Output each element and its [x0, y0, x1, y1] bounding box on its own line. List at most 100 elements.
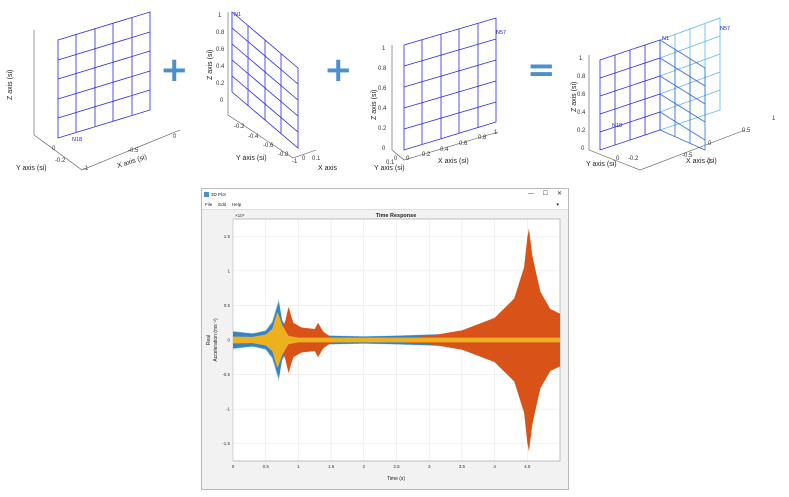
chart-title: Time Response	[376, 213, 417, 219]
y-tick-label: 1.5	[224, 234, 231, 239]
y-exponent: ×10⁴	[235, 213, 245, 218]
x-tick-label: 1.5	[328, 464, 335, 469]
ztick: 0	[382, 146, 386, 152]
chart-area: 0 0.5 1 1.5 2 2.5 3 3.5 4 4.5 1.5 1 0.5 0 -0.5 -1 -1.5 T…	[202, 209, 568, 494]
y-axis-label-line2: Acceleration (ms⁻²)	[213, 318, 219, 362]
menu-bar: File Edit Help ▾	[202, 200, 568, 210]
plot-window: 3D Plot — ☐ ✕ File Edit Help ▾ 0 0.5 1 1.5 2…	[201, 188, 569, 490]
ztick: 0.8	[378, 66, 387, 72]
ytick: -0.6	[263, 143, 274, 149]
x-tick-label: 1	[297, 464, 300, 469]
xtick: 0	[302, 156, 306, 162]
xtick: 0.8	[478, 135, 487, 141]
ytick: -0.8	[278, 152, 289, 158]
ztick: 0.6	[216, 47, 225, 53]
xtick: 1	[494, 130, 498, 136]
x-tick-label: 2.5	[393, 464, 400, 469]
x-tick-label: 2	[363, 464, 366, 469]
ytick: -0.2	[628, 156, 639, 162]
plot3d-panel-4: Z axis (si) Y axis (si) X axis (si) 1 0.…	[560, 0, 789, 185]
zlabel: Z axis (si)	[7, 70, 14, 100]
xtick: -0.5	[128, 148, 139, 154]
ztick: 0	[220, 98, 224, 104]
node-label: N1	[662, 36, 669, 42]
ytick: 0.1	[386, 160, 395, 166]
ytick: 0	[616, 156, 620, 162]
window-title: 3D Plot	[211, 192, 226, 197]
series-3-band	[233, 312, 560, 368]
x-tick-label: 0	[232, 464, 235, 469]
plot3d-2-svg: Z axis (si) Y axis (si) X axis 1 0.8 0.6…	[207, 11, 338, 172]
xlabel: X axis (si)	[686, 158, 717, 165]
xtick: 0	[173, 134, 177, 140]
xlabel: X axis (si)	[116, 154, 147, 170]
menu-file[interactable]: File	[205, 202, 213, 207]
mesh-grid	[403, 17, 497, 151]
toolbar-toggle-icon[interactable]: ▾	[556, 201, 559, 208]
ztick: 0.4	[216, 64, 225, 70]
ztick: 0	[581, 146, 585, 152]
menu-help[interactable]: Help	[232, 202, 242, 207]
ztick: 0.4	[577, 110, 586, 116]
maximize-button[interactable]: ☐	[542, 191, 548, 197]
x-axis-label: Time (s)	[387, 476, 405, 482]
xlabel: X axis	[318, 165, 338, 172]
plus-operator-2: +	[324, 50, 353, 90]
xtick: -1	[83, 166, 89, 172]
mesh-grid	[57, 11, 151, 139]
mesh-grid	[231, 11, 299, 149]
x-tick-label: 0.5	[263, 464, 270, 469]
node-label: N57	[496, 30, 506, 36]
ytick: 0	[52, 146, 56, 152]
node-label: N57	[720, 26, 730, 32]
xtick: 0	[708, 141, 712, 147]
ztick: 0.6	[577, 92, 586, 98]
menu-edit[interactable]: Edit	[218, 202, 227, 207]
plot3d-panel-2: Z axis (si) Y axis (si) X axis 1 0.8 0.6…	[198, 0, 338, 185]
ztick: 0.4	[378, 106, 387, 112]
tick-labels: 0 0.5 1 1.5 2 2.5 3 3.5 4 4.5 1.5 1 0.5 0 -0.5 -1 -1.5	[222, 234, 531, 469]
series-layer	[233, 228, 560, 452]
y-tick-label: -1	[226, 407, 230, 412]
plus-operator-1: +	[160, 50, 189, 90]
y-tick-label: 0	[227, 338, 230, 343]
ylabel: Y axis (si)	[236, 155, 267, 162]
node-label: N18	[612, 123, 622, 129]
ytick: -0.4	[248, 134, 259, 140]
minimize-button[interactable]: —	[528, 191, 534, 197]
xtick: -0.5	[682, 153, 693, 159]
xtick: 1	[772, 116, 776, 122]
xtick: 0.1	[312, 156, 321, 162]
zlabel: Z axis (si)	[571, 82, 578, 112]
plot3d-4-svg: Z axis (si) Y axis (si) X axis (si) 1 0.…	[571, 17, 776, 171]
zlabel: Z axis (si)	[207, 50, 214, 80]
xtick: 0	[406, 156, 410, 162]
close-button[interactable]: ✕	[556, 191, 562, 197]
y-tick-label: 0.5	[224, 303, 231, 308]
ylabel: Y axis (si)	[586, 161, 617, 168]
plot3d-panel-1: Z axis (si) Y axis (si) X axis (si) 0 -0…	[0, 0, 190, 185]
plot3d-panel-3: Z axis (si) Y axis (si) X axis (si) 1 0.…	[368, 0, 518, 185]
ztick: 0.6	[378, 86, 387, 92]
ztick: 1	[579, 56, 583, 62]
equals-operator: =	[527, 50, 556, 90]
xtick: 0.4	[440, 147, 449, 153]
y-tick-label: 1	[227, 268, 230, 273]
mesh-grid-side	[659, 39, 706, 151]
ytick: -0.2	[234, 124, 245, 130]
ztick: 0.2	[577, 128, 586, 134]
app-icon	[204, 192, 209, 197]
x-tick-label: 4	[493, 464, 496, 469]
window-titlebar[interactable]: 3D Plot — ☐ ✕	[202, 189, 568, 200]
xtick: 0.5	[742, 128, 751, 134]
y-tick-label: -1.5	[222, 441, 230, 446]
x-tick-label: 3.5	[459, 464, 466, 469]
xtick: 0.2	[422, 152, 431, 158]
ztick: 1	[218, 13, 222, 19]
ytick: -0.2	[55, 158, 66, 164]
zlabel: Z axis (si)	[371, 90, 378, 120]
xlabel: X axis (si)	[438, 158, 469, 165]
ztick: 0.2	[378, 126, 387, 132]
node-label: N18	[72, 137, 82, 143]
ztick: 0.8	[216, 30, 225, 36]
